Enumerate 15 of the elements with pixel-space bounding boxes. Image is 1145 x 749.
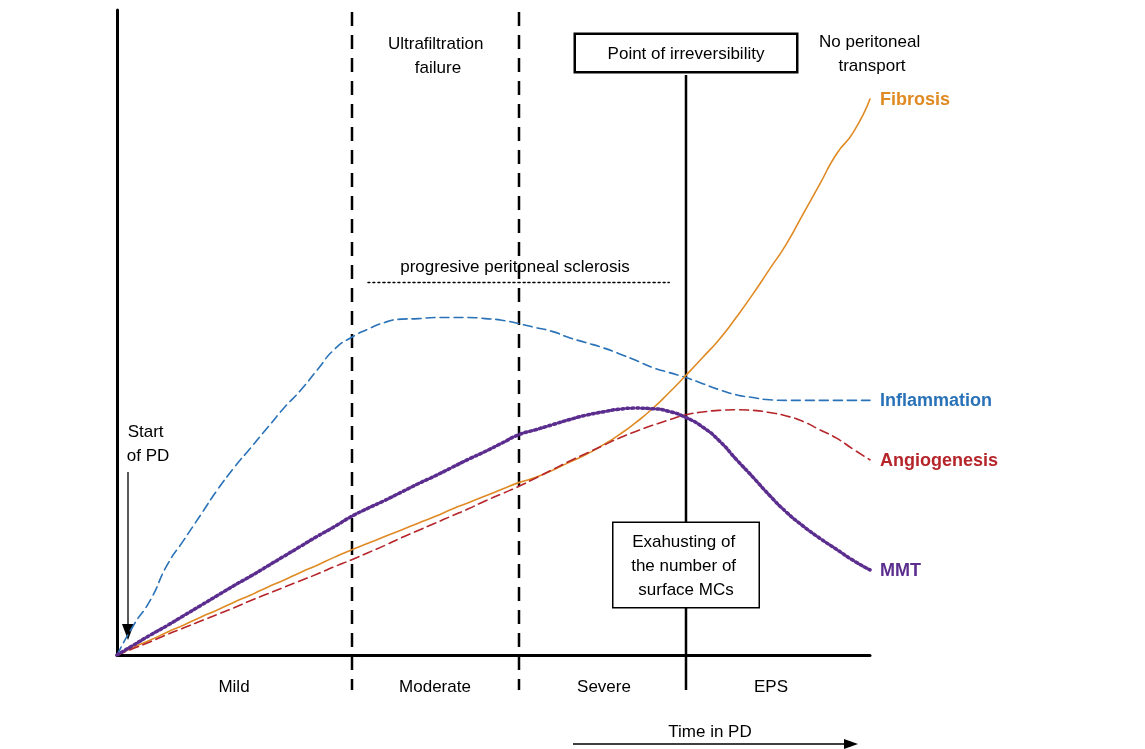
- series-label: Inflammation: [880, 390, 993, 411]
- text: Mild: [218, 676, 250, 696]
- series-label: MMT: [880, 559, 921, 580]
- text: Moderate: [399, 676, 471, 696]
- series-label: Angiogenesis: [880, 449, 999, 470]
- text: Point of irreversibility: [607, 43, 765, 63]
- series-label: Fibrosis: [880, 88, 951, 109]
- text: Ultrafiltration failure: [387, 33, 489, 77]
- text: Severe: [577, 676, 631, 696]
- x-axis-title: Time in PD: [668, 721, 752, 741]
- annotation: Exahusting of the number of surface MCs: [631, 531, 741, 599]
- annotation: progresive peritoneal sclerosis: [400, 256, 630, 276]
- text: No peritoneal transport: [819, 31, 925, 75]
- annotation: Start of PD: [126, 421, 170, 465]
- text: EPS: [753, 676, 789, 696]
